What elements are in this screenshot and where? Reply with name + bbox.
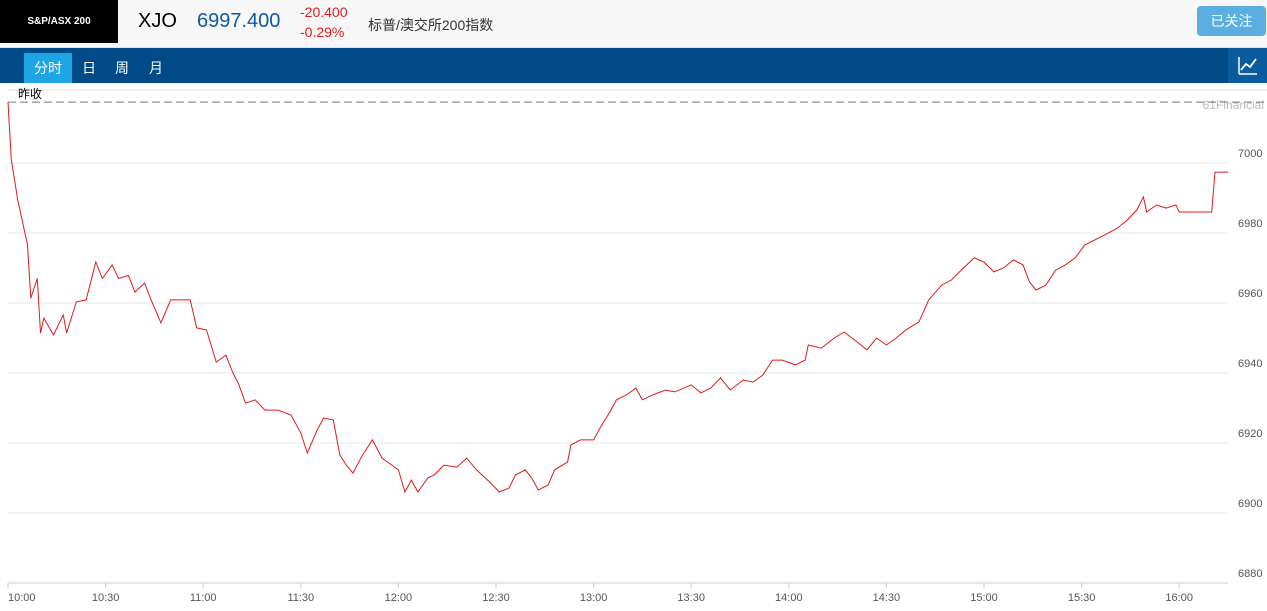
chart-icon[interactable] (1228, 48, 1267, 83)
watermark: 61Financial (1203, 98, 1264, 112)
price: 6997.400 (197, 10, 281, 32)
change: -20.400 (300, 4, 348, 20)
y-tick-label: 6920 (1238, 428, 1262, 440)
header: S&P/ASX 200 XJO 6997.400 -20.400 -0.29% … (0, 0, 1267, 48)
x-tick-label: 11:00 (190, 592, 217, 604)
prev-close-label: 昨收 (18, 87, 42, 101)
chart: 61Financial 6880 6900 6920 6940 6960 6980 7000… (7, 87, 1267, 604)
y-tick-label: 6880 (1238, 568, 1262, 580)
x-tick-label: 10:30 (92, 592, 120, 604)
tab[interactable]: 分时 (24, 53, 72, 83)
index-name: 标普/澳交所200指数 (368, 17, 494, 33)
y-tick-label: 7000 (1238, 148, 1262, 160)
tab[interactable]: 月 (149, 60, 163, 76)
y-tick-label: 6940 (1238, 358, 1262, 370)
logo: S&P/ASX 200 (0, 0, 118, 43)
x-tick-label: 13:00 (580, 592, 608, 604)
tab[interactable]: 日 (82, 60, 96, 76)
follow-button[interactable]: 已关注 (1197, 6, 1266, 36)
x-tick-label: 13:30 (677, 592, 705, 604)
x-tick-label: 12:00 (385, 592, 413, 604)
x-tick-label: 10:00 (8, 592, 36, 604)
x-tick-label: 11:30 (287, 592, 314, 604)
tab[interactable]: 周 (115, 60, 129, 76)
x-tick-label: 14:00 (775, 592, 803, 604)
x-tick-label: 16:00 (1165, 592, 1193, 604)
x-tick-label: 14:30 (873, 592, 901, 604)
x-tick-label: 15:00 (970, 592, 998, 604)
change-pct: -0.29% (300, 24, 345, 40)
tab-bar: 分时 日 周 月 (0, 48, 1267, 83)
x-tick-label: 12:30 (482, 592, 510, 604)
symbol: XJO (138, 10, 177, 32)
x-tick-label: 15:30 (1068, 592, 1096, 604)
y-tick-label: 6960 (1238, 288, 1262, 300)
y-tick-label: 6900 (1238, 498, 1262, 510)
price-line (7, 102, 1228, 494)
y-tick-label: 6980 (1238, 218, 1262, 230)
